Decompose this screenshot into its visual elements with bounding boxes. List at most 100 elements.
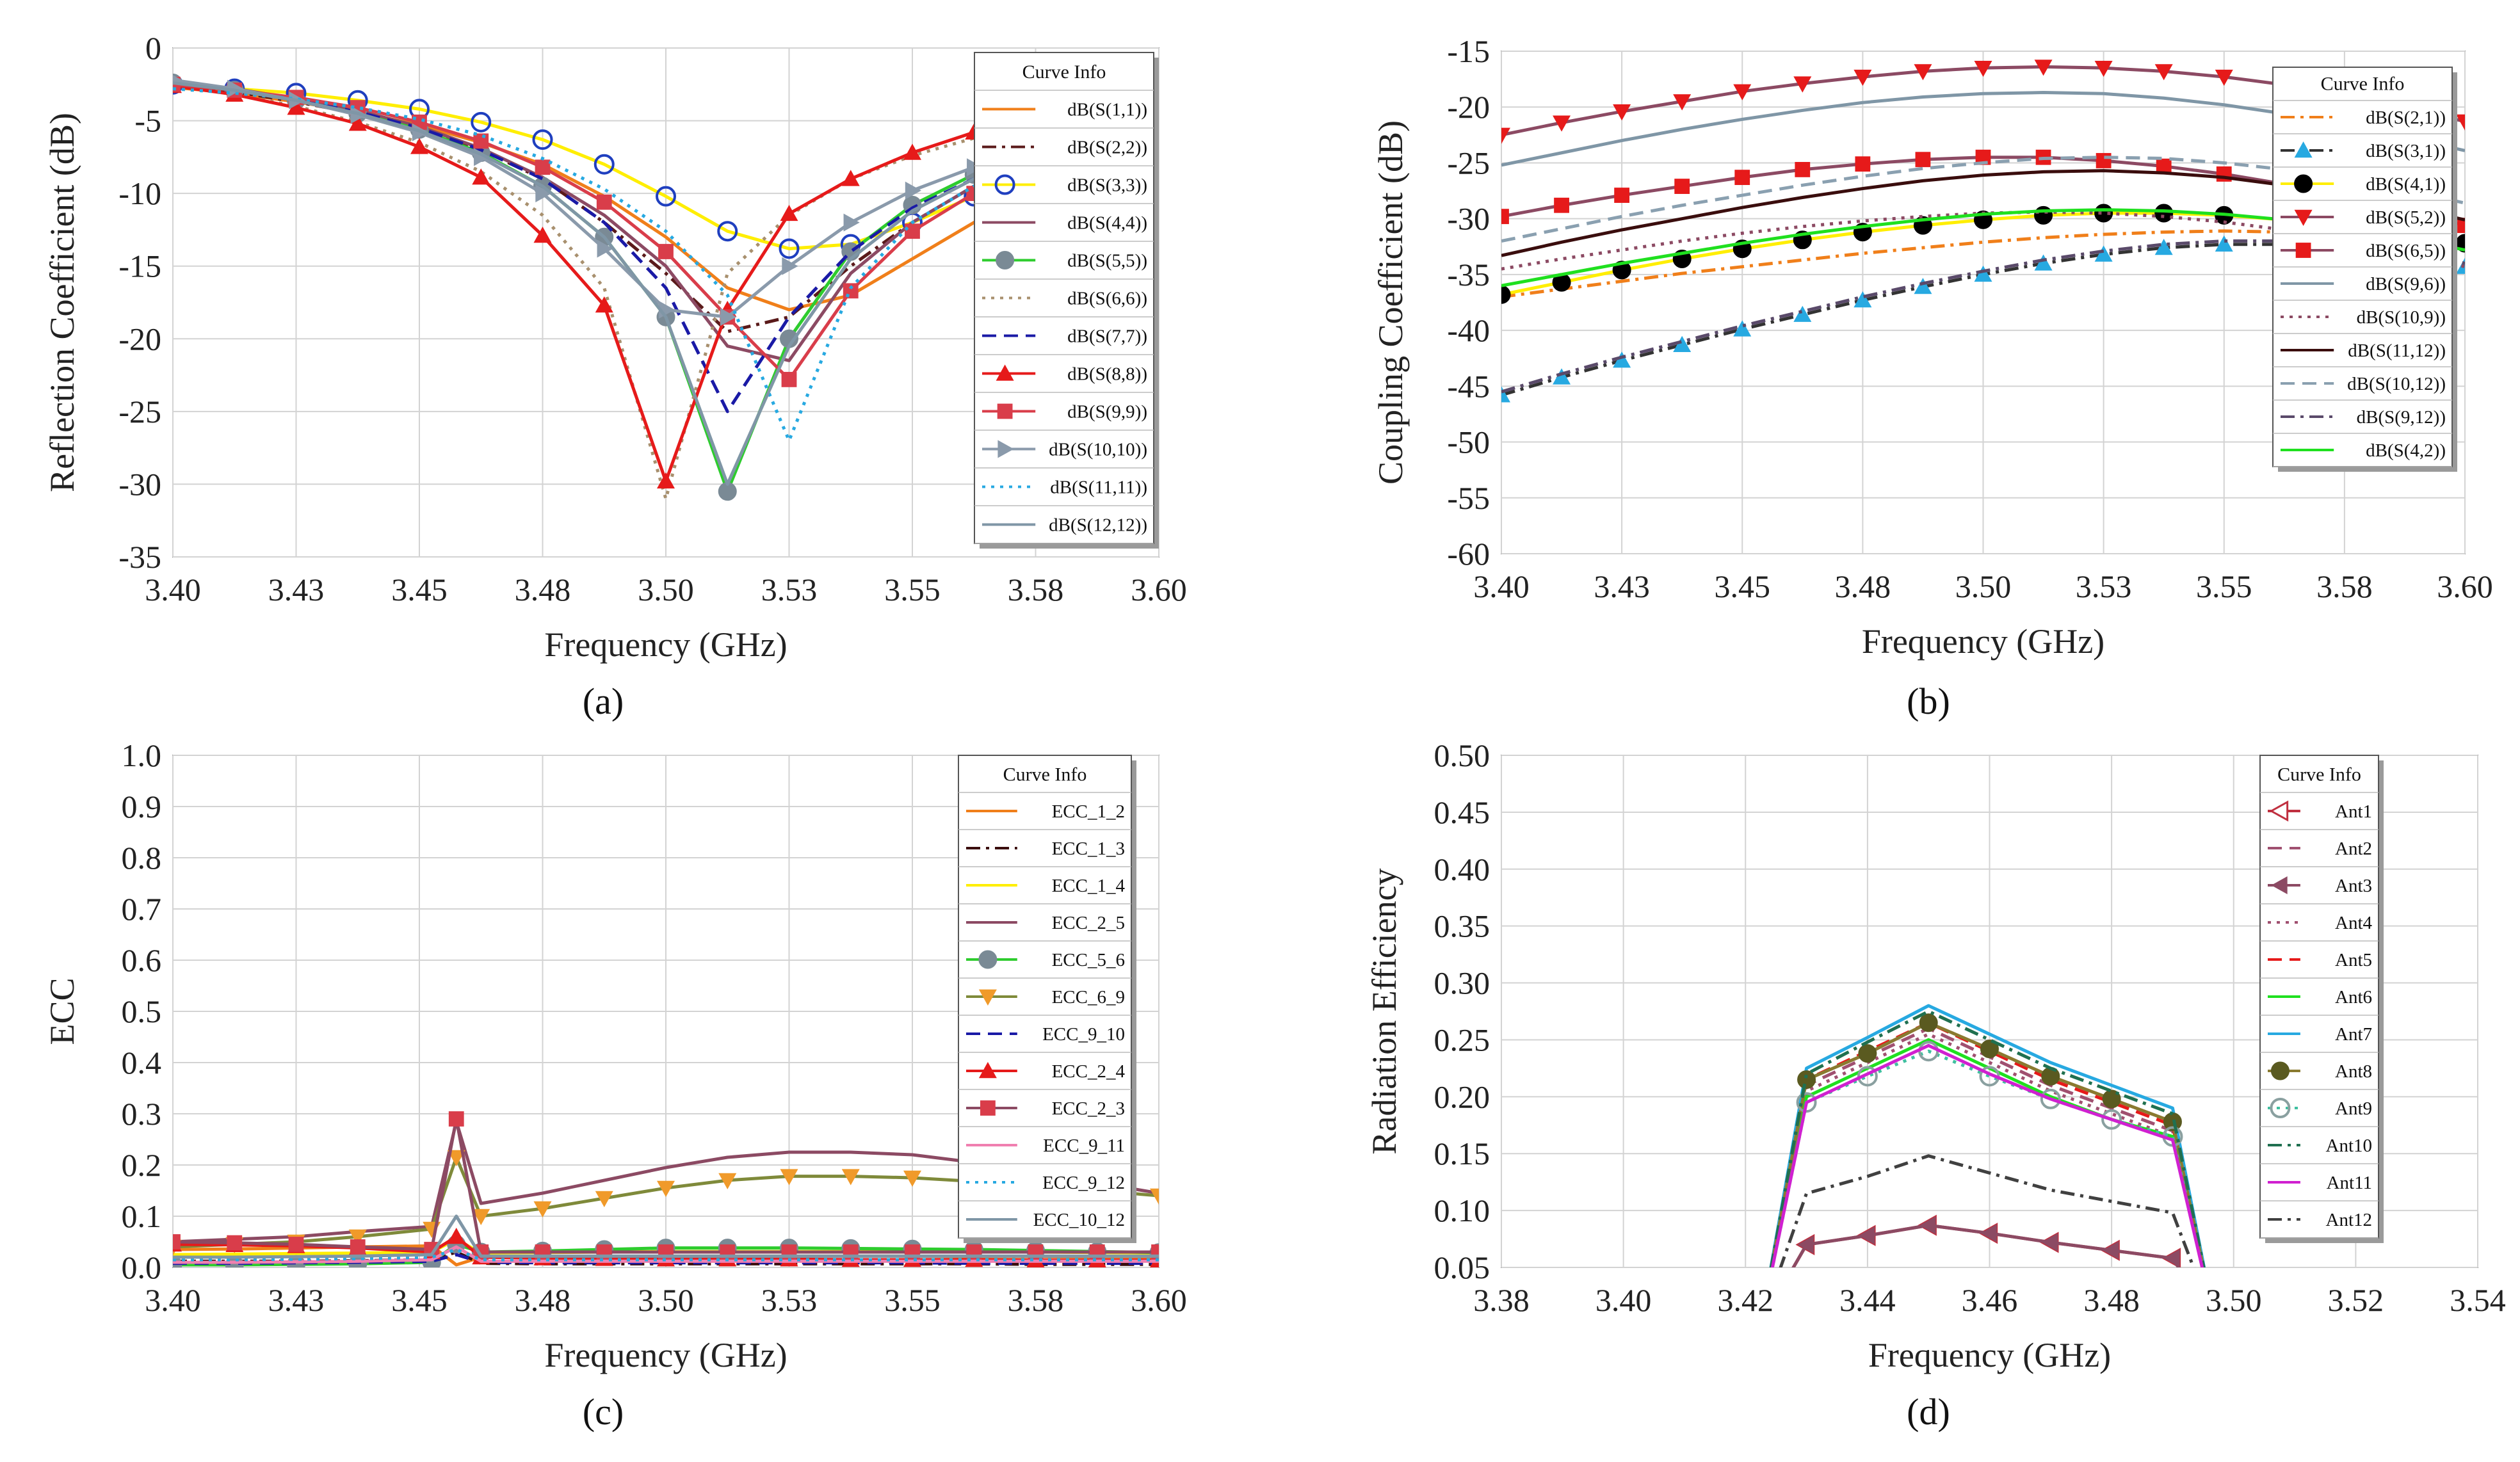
legend-label: dB(S(7,7)) [1067,326,1147,347]
data-point [535,184,552,203]
data-point [1797,1070,1816,1089]
legend-label: dB(S(1,1)) [1067,100,1147,120]
data-point [2457,218,2465,234]
x-tick-label: 3.43 [1594,568,1650,604]
data-point [597,239,613,258]
legend-label: ECC_9_12 [1042,1173,1125,1193]
data-point [2154,204,2174,223]
y-tick-label: 0.6 [122,942,162,978]
legend-label: ECC_2_3 [1052,1098,1125,1119]
x-tick-label: 3.58 [2316,568,2373,604]
data-point [350,1239,366,1255]
legend-label: dB(S(4,4)) [1067,213,1147,234]
legend-label: dB(S(10,9)) [2357,307,2446,328]
legend-label: dB(S(9,9)) [1067,402,1147,422]
data-point [2215,69,2233,86]
y-tick-label: -20 [118,321,161,357]
legend-marker [2294,141,2313,158]
data-point [1151,1244,1159,1260]
x-tick-label: 3.54 [2450,1282,2506,1318]
data-point [594,154,615,175]
data-point [1855,156,1871,172]
legend-label: Ant12 [2326,1210,2373,1230]
legend-label: ECC_5_6 [1052,950,1125,970]
data-point [905,223,920,239]
data-point [473,133,489,149]
data-point [2034,60,2053,76]
y-tick-label: -15 [118,248,161,284]
data-point [2041,1233,2058,1251]
legend-marker [997,403,1013,419]
data-point [1673,335,1692,352]
legend-marker [2270,1061,2290,1080]
x-axis-label: Frequency (GHz) [1862,622,2104,661]
data-point [2040,1088,2061,1109]
data-point [2154,64,2173,81]
data-point [533,227,552,243]
x-tick-label: 3.50 [638,1282,694,1318]
data-point [2154,239,2173,255]
series-group [1769,1004,2206,1267]
panel-label: (c) [583,1391,624,1433]
y-tick-label: 0.45 [1434,794,1490,830]
y-tick-label: 0.10 [1434,1193,1490,1228]
legend-label: dB(S(6,6)) [1067,289,1147,309]
y-tick-label: 0.5 [122,993,162,1029]
data-point [780,204,798,221]
series-line-ECC_2_3 [173,1117,1159,1254]
data-point [841,1169,860,1185]
data-point [1795,162,1811,177]
legend-marker [978,1062,997,1079]
y-tick-label: 0.9 [122,789,162,824]
x-tick-label: 3.40 [1595,1282,1652,1318]
data-point [1857,1066,1878,1087]
series-line-Ant7 [1769,1004,2206,1267]
data-point [657,1180,675,1197]
legend-label: Ant1 [2335,801,2372,822]
x-tick-label: 3.42 [1718,1282,1774,1318]
data-point [448,1111,464,1127]
chart-panel-3: 3.40 3.43 3.45 3.48 3.50 3.53 3.55 3.58 3.60 0.0 0… [43,737,1187,1433]
data-point [1980,1224,1997,1242]
legend-label: Ant7 [2335,1024,2372,1045]
data-point [841,170,860,186]
legend-marker [2271,876,2288,894]
legend-marker [978,989,997,1006]
y-tick-label: -25 [1447,145,1490,181]
series-line-Ant4 [1770,1032,2204,1267]
data-point [595,1191,613,1207]
data-point [1554,197,1569,213]
y-tick-label: 0.2 [122,1147,162,1183]
legend-label: dB(S(11,12)) [2348,341,2446,361]
data-point [903,143,921,160]
data-point [718,1173,737,1189]
series-line-Ant10 [1769,1009,2206,1267]
legend-marker [2294,209,2313,226]
y-tick-label: 0.1 [122,1198,162,1234]
data-point [1150,1188,1159,1205]
legend-label: dB(S(9,12)) [2357,407,2446,428]
y-tick-label: -35 [118,539,161,575]
x-tick-label: 3.40 [145,572,201,607]
data-point [1793,305,1812,322]
legend-marker [994,174,1015,195]
y-tick-label: -50 [1447,424,1490,460]
legend-label: ECC_10_12 [1033,1210,1125,1230]
legend-label: Ant3 [2335,876,2372,896]
data-point [2034,205,2053,225]
data-point [2163,1249,2180,1267]
data-point [1974,265,1992,282]
data-point [2156,158,2172,174]
x-tick-label: 3.53 [761,572,818,607]
x-tick-label: 3.45 [1715,568,1771,604]
x-tick-label: 3.40 [145,1282,201,1318]
x-tick-label: 3.60 [1131,1282,1187,1318]
data-point [1501,285,1511,304]
legend-label: dB(S(5,2)) [2366,207,2446,228]
legend-header: Curve Info [2321,73,2405,94]
y-tick-label: 0 [145,30,161,66]
data-point [2102,1089,2121,1109]
legend-marker [996,364,1014,381]
series-line-ECC_9_11 [173,1245,1159,1264]
x-tick-label: 3.48 [2083,1282,2140,1318]
